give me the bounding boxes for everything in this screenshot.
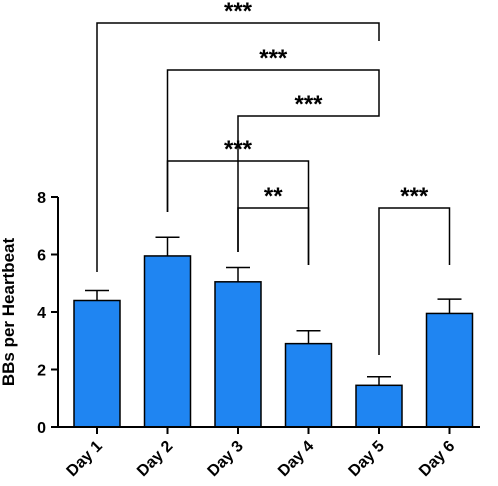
x-tick-label: Day 1 — [64, 438, 106, 480]
y-tick-label: 8 — [37, 190, 46, 207]
x-tick-label: Day 4 — [275, 438, 317, 480]
x-tick-label: Day 5 — [346, 438, 388, 480]
significance-label-1: *** — [224, 0, 253, 25]
y-tick-label: 2 — [37, 363, 46, 380]
significance-label-3: *** — [294, 91, 323, 118]
x-tick-label: Day 3 — [205, 438, 247, 480]
x-tick-label: Day 2 — [134, 438, 176, 480]
x-tick-label: Day 6 — [416, 438, 458, 480]
significance-label-4: *** — [224, 136, 253, 163]
significance-brackets: ************** *** — [96, 0, 451, 355]
significance-bracket-3 — [237, 100, 380, 252]
y-tick-label: 0 — [37, 420, 46, 437]
bar-1 — [73, 299, 121, 428]
significance-bracket-6 — [378, 207, 451, 355]
y-axis-title: BBs per Heartbeat — [0, 237, 18, 386]
significance-bracket-5 — [237, 207, 310, 265]
bar-4 — [284, 342, 333, 428]
bar-2 — [143, 255, 192, 428]
bar-3 — [214, 281, 262, 428]
significance-bracket-1 — [96, 22, 380, 272]
bar-5 — [355, 384, 403, 428]
significance-label-2: *** — [259, 45, 288, 72]
y-tick-label: 4 — [37, 305, 46, 322]
significance-label-5: ** — [264, 183, 283, 210]
bar-6 — [425, 312, 474, 428]
bars — [73, 236, 474, 428]
significance-label-6: *** — [400, 183, 429, 210]
significance-bracket-2 — [166, 69, 380, 212]
y-tick-label: 6 — [37, 248, 46, 265]
